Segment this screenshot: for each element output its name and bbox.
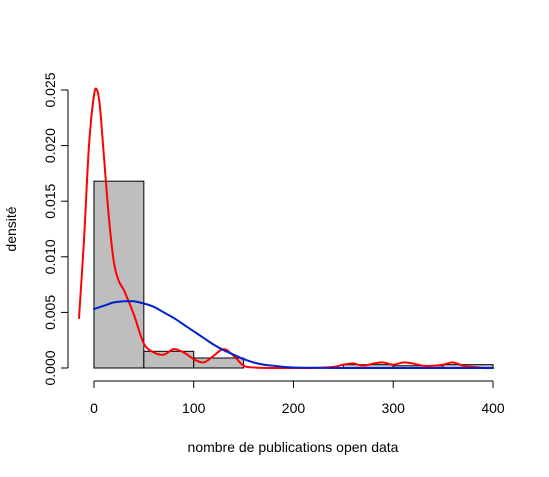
x-axis: 0 100 200 300 400 — [90, 380, 505, 416]
normal-density-line — [92, 300, 494, 370]
y-tick-label: 0.010 — [42, 239, 58, 274]
y-tick-label: 0.000 — [42, 350, 58, 385]
y-tick-label: 0.025 — [42, 72, 58, 107]
x-tick-label: 100 — [182, 400, 206, 416]
y-tick-label: 0.005 — [42, 295, 58, 330]
y-axis-label: densité — [3, 206, 19, 251]
x-axis-label: nombre de publications open data — [188, 439, 399, 455]
y-axis: 0.000 0.005 0.010 0.015 0.020 0.025 — [42, 72, 69, 386]
histogram-bar — [93, 180, 145, 369]
y-tick-label: 0.020 — [42, 128, 58, 163]
x-tick-label: 200 — [282, 400, 306, 416]
histogram-bars — [93, 180, 494, 369]
y-tick-label: 0.015 — [42, 183, 58, 218]
x-tick-label: 400 — [481, 400, 505, 416]
x-tick-label: 0 — [90, 400, 98, 416]
density-curves — [78, 87, 494, 370]
kernel-density-line — [78, 87, 494, 370]
x-tick-label: 300 — [382, 400, 406, 416]
histogram-bar — [193, 357, 245, 369]
